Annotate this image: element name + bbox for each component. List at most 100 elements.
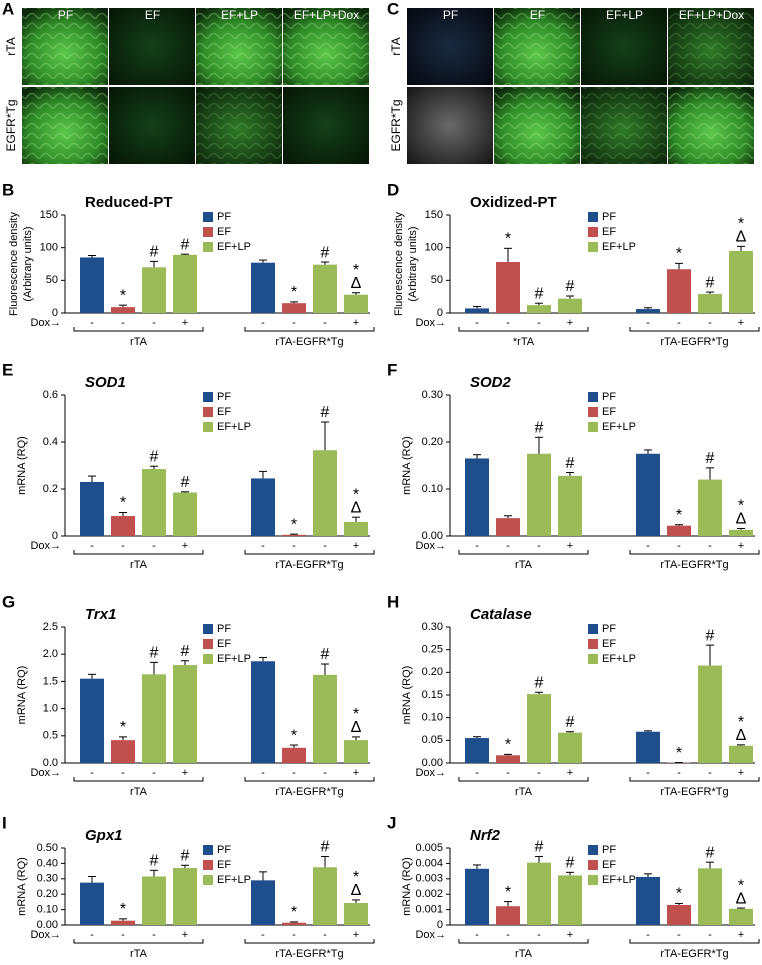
bar (667, 269, 691, 313)
significance-mark: # (321, 839, 330, 856)
bar (698, 294, 722, 313)
bar (527, 453, 551, 536)
legend-label: PF (602, 211, 616, 223)
row-label: rTA (4, 37, 18, 55)
significance-mark: * (505, 231, 511, 248)
bar (251, 661, 275, 763)
significance-mark: # (150, 244, 159, 261)
y-tick-label: 150 (425, 209, 443, 221)
micrograph-texture (494, 87, 580, 164)
bar (142, 876, 166, 925)
panel-letter: H (387, 592, 399, 611)
dox-label: Dox→ (30, 317, 61, 329)
group-bracket (73, 777, 204, 782)
legend-label: PF (602, 844, 616, 856)
y-tick-label: 50 (431, 274, 443, 286)
legend-swatch (588, 845, 598, 855)
column-label: EF+LP (606, 8, 643, 22)
legend-swatch (203, 407, 213, 417)
y-tick-label: 0.25 (422, 644, 443, 656)
bar (636, 731, 660, 763)
group-label: rTA-EGFR*Tg (660, 559, 728, 571)
legend-swatch (588, 392, 598, 402)
chart-title: SOD2 (470, 374, 512, 391)
y-tick-label: 0.10 (37, 904, 58, 916)
legend-label: EF+LP (217, 874, 251, 886)
legend-label: EF (217, 859, 231, 871)
y-axis-label: mRNA (RQ) (401, 666, 413, 725)
group-label: rTA-EGFR*Tg (660, 336, 728, 348)
group-bracket (73, 550, 204, 555)
bar (80, 257, 104, 313)
y-tick-label: 0.15 (422, 689, 443, 701)
significance-mark: # (181, 643, 190, 660)
bar (251, 880, 275, 925)
significance-mark: # (321, 646, 330, 663)
micrograph (109, 8, 195, 85)
bar (667, 525, 691, 536)
dox-sign: - (708, 540, 712, 552)
significance-mark: Δ (736, 890, 747, 907)
micrograph (407, 87, 493, 164)
chart-title: Reduced-PT (85, 194, 173, 211)
bar (558, 298, 582, 313)
group-bracket (244, 550, 375, 555)
significance-mark: Δ (351, 882, 362, 899)
dox-sign: - (90, 767, 94, 779)
bar (173, 254, 197, 313)
panel-letter: D (387, 180, 399, 199)
bar (173, 868, 197, 925)
column-label: EF+LP+Dox (294, 8, 359, 22)
dox-label: Dox→ (30, 767, 61, 779)
y-tick-label: 0.40 (37, 857, 58, 869)
dox-sign: - (292, 929, 296, 941)
legend-label: PF (602, 391, 616, 403)
group-label: rTA (130, 559, 148, 571)
bar (282, 534, 306, 536)
bar (142, 674, 166, 763)
legend-label: EF (602, 226, 616, 238)
group-bracket (629, 327, 760, 332)
chart-title: Trx1 (85, 606, 116, 623)
y-tick-label: 0.002 (415, 888, 443, 900)
y-axis-label: mRNA (RQ) (16, 857, 28, 916)
significance-mark: # (706, 627, 715, 644)
group-bracket (244, 327, 375, 332)
bar (251, 262, 275, 313)
legend-label: EF+LP (602, 653, 636, 665)
legend-label: EF (602, 406, 616, 418)
dox-sign: - (506, 767, 510, 779)
micrograph-texture (668, 8, 754, 85)
bar (558, 732, 582, 763)
dox-sign: - (677, 767, 681, 779)
dox-sign: - (152, 767, 156, 779)
dox-sign: + (182, 540, 188, 552)
legend-swatch (203, 639, 213, 649)
significance-mark: * (676, 745, 682, 762)
legend-swatch (588, 875, 598, 885)
legend-swatch (588, 422, 598, 432)
dox-sign: + (353, 317, 359, 329)
legend-swatch (588, 654, 598, 664)
legend-label: EF+LP (602, 421, 636, 433)
legend-label: EF+LP (217, 421, 251, 433)
legend-swatch (203, 392, 213, 402)
bar (729, 529, 753, 536)
significance-mark: # (566, 278, 575, 295)
significance-mark: * (120, 901, 126, 918)
dox-sign: + (567, 317, 573, 329)
dox-sign: - (537, 767, 541, 779)
significance-mark: * (738, 216, 744, 233)
y-tick-label: 0.20 (422, 436, 443, 448)
significance-mark: * (353, 486, 359, 503)
dox-sign: - (323, 317, 327, 329)
dox-sign: - (292, 767, 296, 779)
legend-swatch (588, 639, 598, 649)
dox-sign: - (90, 929, 94, 941)
bar (496, 518, 520, 536)
micrograph-texture (22, 87, 108, 164)
dox-sign: + (738, 767, 744, 779)
chart-title: SOD1 (85, 374, 126, 391)
significance-mark: * (291, 516, 297, 533)
bar (142, 267, 166, 313)
